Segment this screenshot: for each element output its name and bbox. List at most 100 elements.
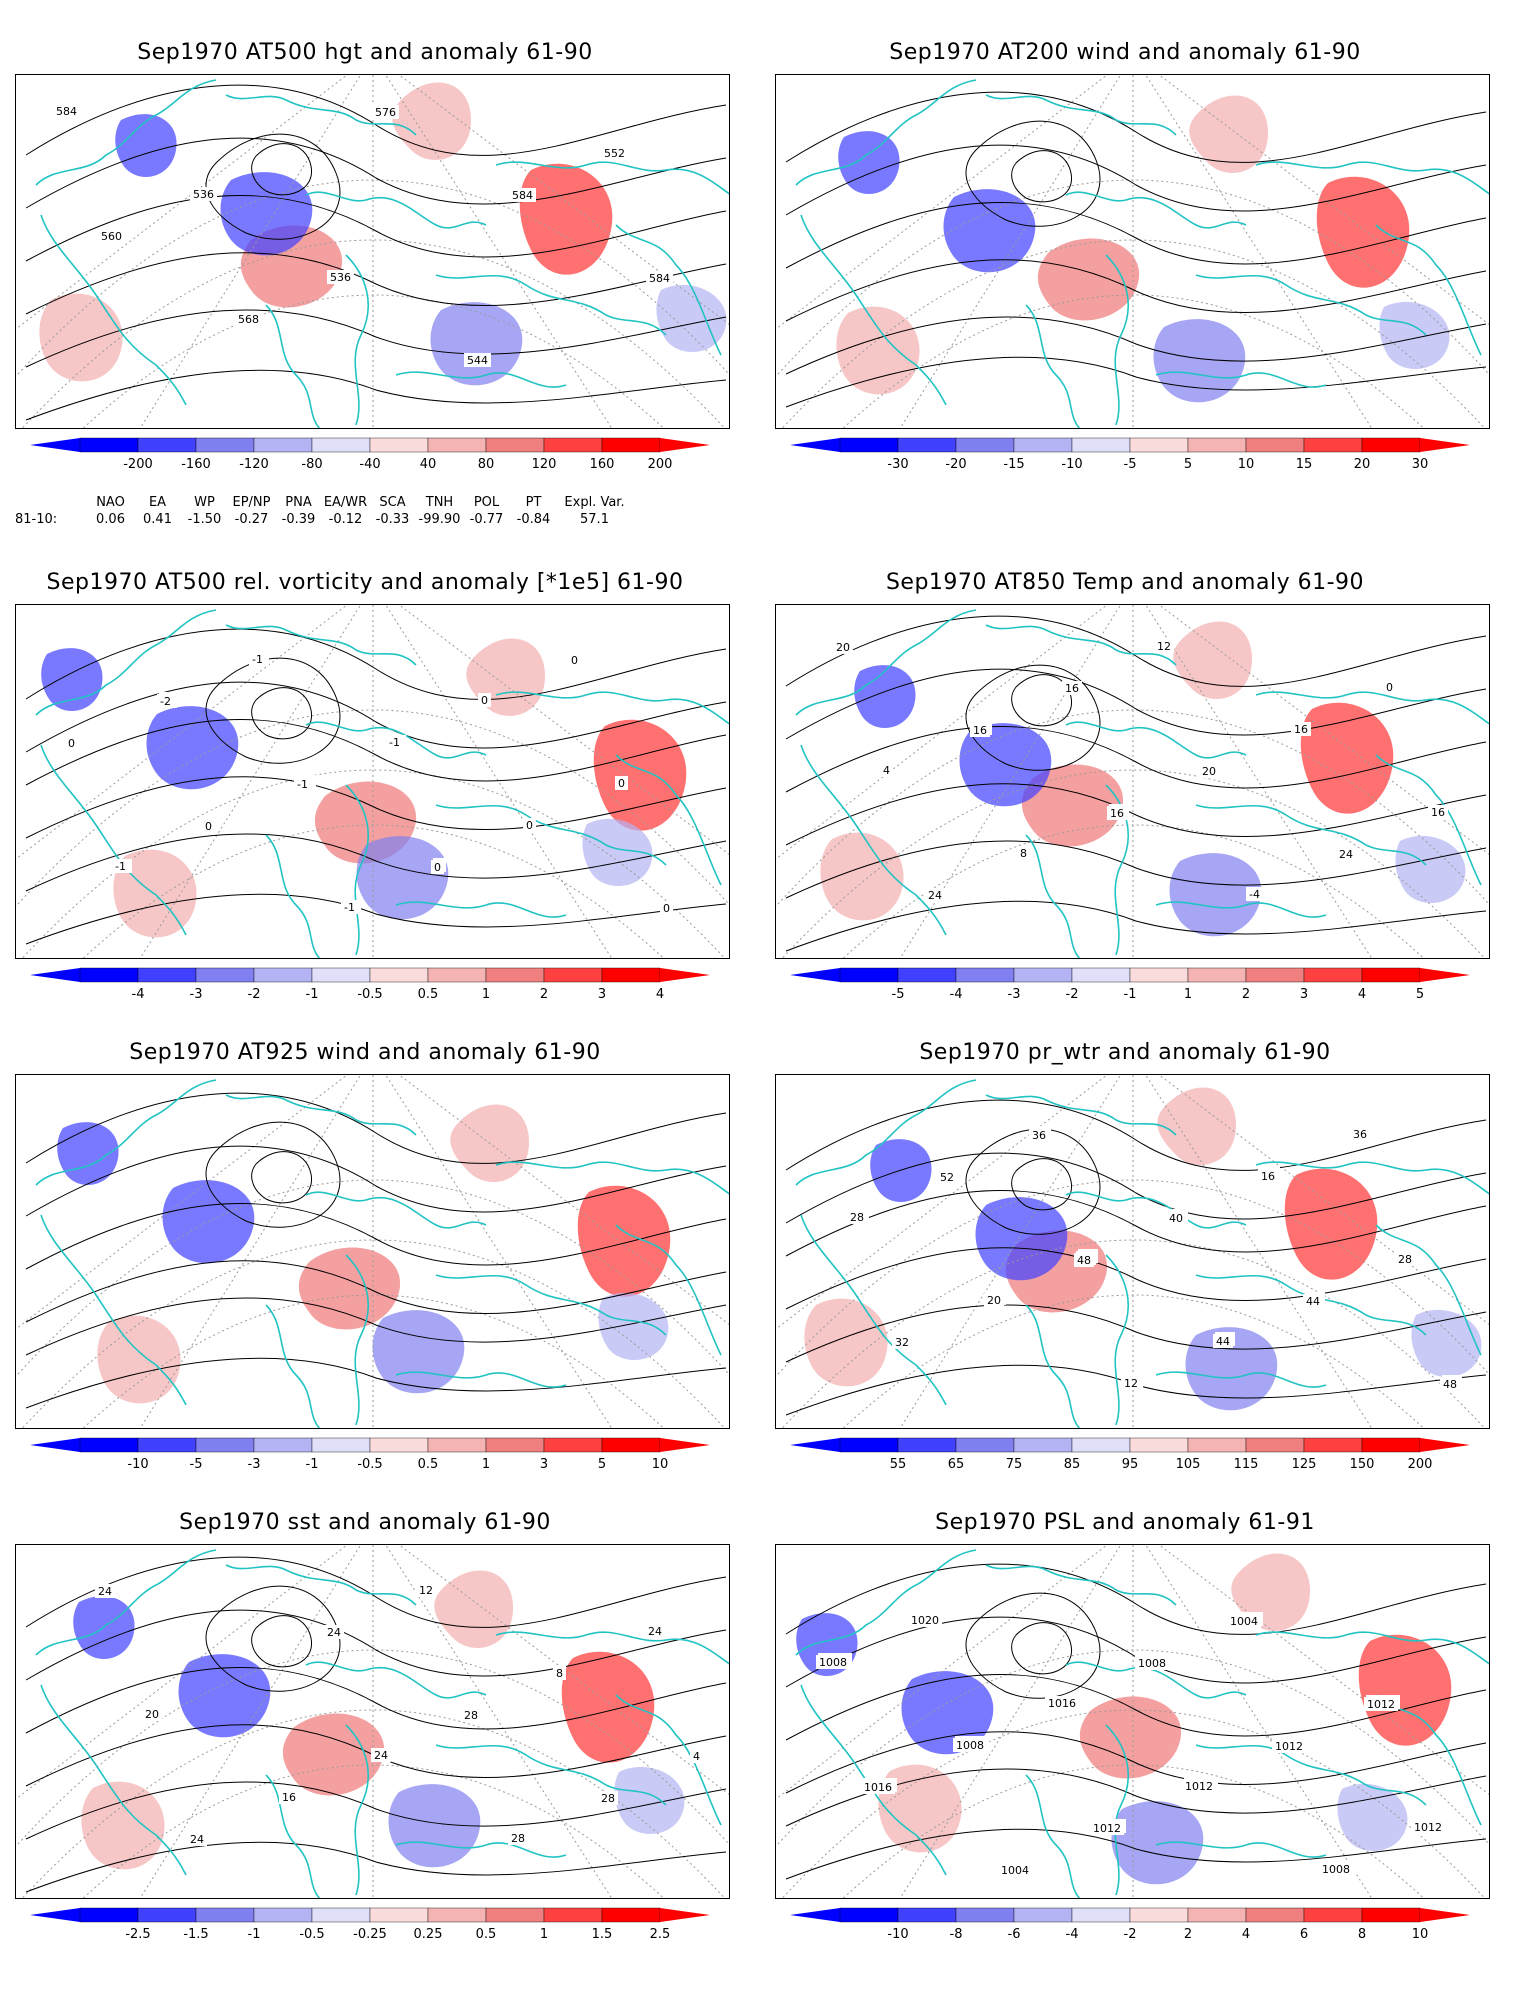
coastline — [1065, 1191, 1247, 1229]
contour-label: 1008 — [956, 1739, 984, 1752]
colorbar-segment — [1303, 1907, 1363, 1923]
map-plot: 1012101610081012100410161004101210161020… — [775, 1544, 1490, 1899]
contour-line — [785, 725, 1487, 793]
colorbar-segment — [1361, 967, 1421, 983]
colorbar-segment — [543, 967, 603, 983]
contour-label-bg — [861, 1780, 895, 1794]
map-plot — [15, 1074, 730, 1429]
positive-anomaly-area — [434, 1570, 513, 1648]
colorbar-segment — [1187, 1907, 1247, 1923]
contour-line — [1011, 1158, 1072, 1211]
contour-label-bg — [431, 860, 444, 874]
map-panel-p8: Sep1970 PSL and anomaly 61-91 1012 1016 100… — [760, 1470, 1490, 1970]
contour-label: 24 — [374, 1749, 388, 1762]
colorbar-segment — [1245, 1907, 1305, 1923]
coastline — [615, 1224, 722, 1356]
contour-label: 576 — [375, 106, 396, 119]
index-value-cell: -0.39 — [281, 512, 316, 527]
coastline — [435, 1744, 667, 1806]
colorbar-tick-label: -5 — [1124, 457, 1137, 472]
colorbar-segment — [1129, 1907, 1189, 1923]
coastline — [225, 94, 417, 136]
colorbar-tick-label: 115 — [1234, 1457, 1259, 1472]
map-plot: 584 536 536 544 552 560 568 576 584 584 — [15, 74, 730, 429]
index-row-label: 81-10: — [15, 512, 58, 527]
colorbar: -5 -4 -3 -2 -1 1 2 3 4 5 — [790, 967, 1470, 1028]
contour-line — [25, 252, 727, 315]
colorbar-tick-label: 1 — [1184, 987, 1192, 1002]
contour-label-bg — [816, 1655, 850, 1669]
contour-label: 1016 — [1048, 1697, 1076, 1710]
negative-anomaly-area — [1169, 853, 1262, 937]
contour-label: 20 — [987, 1294, 1001, 1307]
colorbar-segment — [839, 437, 899, 453]
coastline — [265, 304, 321, 428]
positive-anomaly-area — [561, 1651, 655, 1763]
colorbar-segment — [543, 437, 603, 453]
colorbar-tick-label: 40 — [420, 457, 437, 472]
contour-line — [1011, 150, 1072, 203]
contour-label-bg — [508, 1831, 528, 1845]
contour-label-bg — [279, 1790, 299, 1804]
contour-label: 1008 — [1322, 1863, 1350, 1876]
colorbar-tick-label: -3 — [248, 1457, 261, 1472]
contour-label-bg — [880, 763, 893, 777]
colorbar-segment — [253, 1437, 313, 1453]
colorbar-tick-label: -2 — [1124, 1927, 1137, 1942]
coastline — [265, 1304, 321, 1428]
contour-label: 28 — [601, 1792, 615, 1805]
colorbar-segment — [79, 1437, 139, 1453]
colorbar-tick-label: 0.5 — [476, 1927, 497, 1942]
contour-line — [785, 1189, 1487, 1257]
contour-label: 1012 — [1185, 1780, 1213, 1793]
coastline — [35, 79, 217, 186]
colorbar-tick-label: -1 — [248, 1927, 261, 1942]
graticule-line — [781, 239, 1486, 428]
contour-label: 36 — [1032, 1129, 1046, 1142]
graticule-line — [21, 239, 726, 428]
contour-label-bg — [1090, 1821, 1124, 1835]
contour-label-bg — [1029, 1128, 1049, 1142]
colorbar-segment — [311, 1437, 371, 1453]
coastline — [1155, 1371, 1327, 1388]
contour-line — [785, 1731, 1487, 1794]
coastline — [1105, 1254, 1129, 1426]
colorbar-segment — [1071, 437, 1131, 453]
contour-line — [785, 1563, 1487, 1635]
panel-title: Sep1970 AT850 Temp and anomaly 61-90 — [885, 570, 1365, 595]
colorbar-max-arrow — [660, 968, 710, 982]
contour-label-bg — [461, 1708, 481, 1722]
colorbar-graphic: -30 -20 -15 -10 -5 5 10 15 20 30 — [790, 437, 1470, 472]
colorbar-max-arrow — [1420, 1908, 1470, 1922]
coastline — [985, 1094, 1177, 1136]
coastline — [435, 804, 667, 866]
contour-label-bg — [142, 1707, 162, 1721]
colorbar-min-arrow — [790, 968, 840, 982]
contour-label-bg — [1303, 1294, 1323, 1308]
colorbar-segment — [1187, 1437, 1247, 1453]
colorbar-segment — [1303, 1437, 1363, 1453]
contour-label-bg — [998, 1863, 1032, 1877]
contour-label: 12 — [1124, 1377, 1138, 1390]
colorbar-segment — [427, 437, 487, 453]
positive-anomaly-area — [836, 306, 920, 395]
coastline — [305, 1191, 487, 1229]
contour-label-bg — [553, 1666, 566, 1680]
contour-label-bg — [523, 818, 536, 832]
coastline — [800, 1214, 947, 1406]
colorbar-segment — [253, 967, 313, 983]
coastline — [495, 691, 729, 725]
coastline — [1195, 804, 1427, 866]
contour-label: 12 — [1157, 640, 1171, 653]
colorbar-segment — [1129, 967, 1189, 983]
colorbar-segment — [137, 1437, 197, 1453]
colorbar-tick-label: -30 — [887, 457, 908, 472]
contour-line — [1011, 674, 1072, 727]
contour-line — [785, 316, 1487, 375]
contour-label: 24 — [1339, 848, 1353, 861]
colorbar-tick-label: 5 — [1416, 987, 1424, 1002]
coastline — [395, 901, 567, 918]
graticule-line — [385, 1545, 613, 1898]
colorbar-tick-label: -10 — [887, 1927, 908, 1942]
colorbar-tick-label: 75 — [1006, 1457, 1023, 1472]
